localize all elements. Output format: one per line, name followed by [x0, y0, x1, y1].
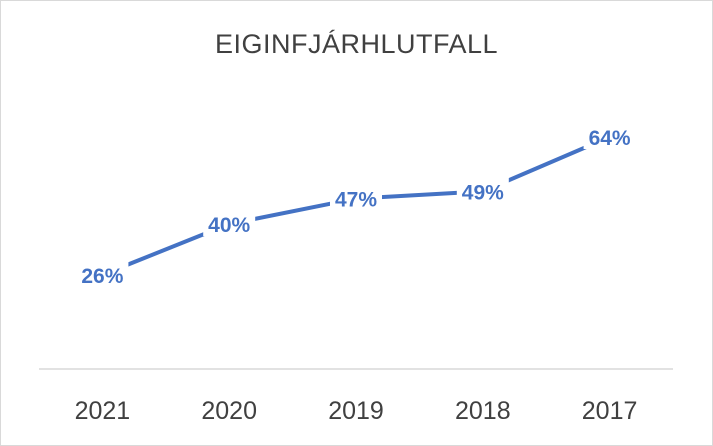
data-label-background — [330, 184, 382, 211]
data-label-background — [456, 177, 509, 204]
x-tick-labels-group: 2021 2020 2019 2018 2017 — [75, 397, 638, 425]
x-tick-label-2017: 2017 — [582, 397, 638, 425]
data-label-2017: 64% — [589, 127, 631, 150]
data-label-background — [203, 210, 256, 236]
x-tick-label-2018: 2018 — [455, 397, 511, 425]
x-tick-label-2021: 2021 — [75, 397, 131, 425]
data-label-background — [583, 123, 636, 149]
x-tick-label-2020: 2020 — [201, 397, 257, 425]
data-labels-group: 26% 40% 47% 49% 64% — [76, 123, 636, 288]
data-label-2020: 40% — [208, 214, 250, 237]
chart-title: EIGINFJÁRHLUTFALL — [214, 29, 499, 59]
data-label-2021: 26% — [81, 265, 123, 288]
x-tick-label-2019: 2019 — [328, 397, 384, 425]
data-label-background — [76, 260, 129, 287]
data-label-2018: 49% — [462, 181, 504, 204]
data-label-2019: 47% — [335, 189, 377, 212]
